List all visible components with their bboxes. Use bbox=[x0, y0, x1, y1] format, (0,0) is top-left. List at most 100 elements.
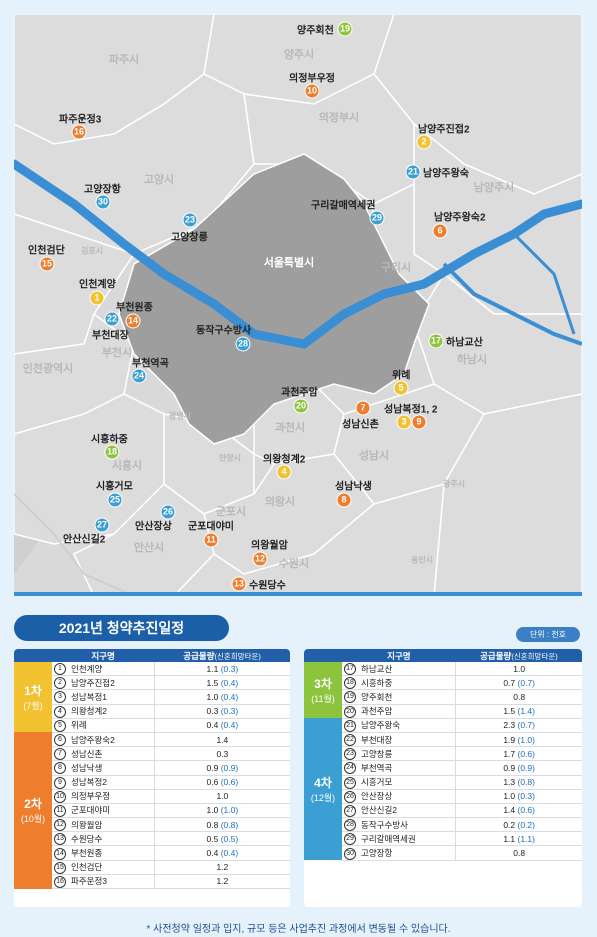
supply-value: 0.7 (0.7) bbox=[455, 675, 582, 691]
site-marker: 20 bbox=[293, 398, 309, 414]
supply-value: 0.2 (0.2) bbox=[455, 817, 582, 833]
table-row: 2차 (10월) 6 남양주왕숙2 1.4 bbox=[14, 732, 290, 889]
supply-value: 0.6 (0.6) bbox=[153, 775, 290, 790]
supply-newlywed: (0.6) bbox=[218, 777, 239, 788]
site-number: 13 bbox=[52, 831, 68, 847]
phase-month: (10월) bbox=[20, 814, 46, 825]
supply-header: 공급물량(신혼희망타운) bbox=[154, 649, 290, 662]
site-label: 고양창릉 bbox=[171, 232, 208, 244]
site-number: 17 bbox=[342, 662, 358, 677]
supply-newlywed: (0.9) bbox=[515, 762, 535, 773]
site-number: 19 bbox=[342, 689, 358, 705]
city-label: 의정부시 bbox=[318, 112, 360, 124]
site-marker: 19 bbox=[337, 21, 353, 37]
site-marker: 18 bbox=[104, 444, 120, 460]
site-marker: 8 bbox=[336, 492, 352, 508]
table-row: 14 부천원종 0.4 (0.4) bbox=[14, 845, 290, 861]
site-label: 인천검단 bbox=[28, 245, 65, 257]
site-label: 파주운정3 bbox=[59, 114, 102, 126]
district-name: 의왕월암 bbox=[68, 817, 155, 833]
supply-total: 0.9 bbox=[206, 762, 219, 773]
district-name: 과천주암 bbox=[358, 704, 456, 719]
district-name: 성남복정2 bbox=[68, 775, 155, 790]
supply-total: 0.8 bbox=[513, 848, 526, 859]
regional-map bbox=[14, 14, 582, 596]
supply-newlywed: (0.9) bbox=[218, 762, 239, 773]
site-number-badge: 15 bbox=[54, 861, 66, 874]
site-label: 동작구수방사 bbox=[196, 325, 252, 337]
supply-header-label: 공급물량 bbox=[183, 650, 215, 661]
supply-value: 0.3 (0.3) bbox=[153, 704, 290, 719]
supply-total: 1.4 bbox=[503, 805, 516, 816]
supply-total: 1.0 bbox=[503, 791, 516, 802]
phase-label: 3차 bbox=[314, 677, 332, 692]
site-number: 4 bbox=[52, 704, 68, 719]
district-header: 지구명 bbox=[52, 649, 155, 662]
site-number: 28 bbox=[342, 817, 358, 833]
district-name: 성남신촌 bbox=[68, 746, 155, 762]
schedule-table: 지구명 공급물량(신혼희망타운) 1차 (7월) 1 인천계양 1.1 (0.3) 2 남양주진… bbox=[14, 649, 290, 890]
site-number: 12 bbox=[52, 817, 68, 833]
supply-value: 1.3 (0.8) bbox=[455, 775, 582, 790]
site-label: 의왕월암 bbox=[251, 540, 288, 552]
schedule-table: 지구명 공급물량(신혼희망타운) 3차 (11월) 17 하남교산 1.0 18 시흥하중 0.7… bbox=[304, 649, 582, 861]
phase-label: 4차 bbox=[314, 776, 332, 791]
supply-total: 0.3 bbox=[206, 706, 219, 717]
supply-total: 0.6 bbox=[206, 777, 219, 788]
site-label: 남양주진접2 bbox=[418, 124, 470, 136]
site-number: 22 bbox=[342, 732, 358, 748]
site-number: 5 bbox=[52, 718, 68, 733]
site-number: 2 bbox=[52, 675, 68, 691]
phase-cell: 1차 (7월) bbox=[14, 662, 52, 733]
site-label: 인천계양 bbox=[79, 279, 116, 291]
supply-total: 0.8 bbox=[206, 819, 219, 830]
supply-value: 1.1 (1.1) bbox=[455, 831, 582, 847]
district-name: 위례 bbox=[68, 718, 155, 733]
schedule-table-left: 지구명 공급물량(신혼희망타운) 1차 (7월) 1 인천계양 1.1 (0.3) 2 남양주진… bbox=[14, 649, 290, 907]
city-label: 의왕시 bbox=[264, 496, 296, 508]
city-label: 군포시 bbox=[215, 506, 247, 518]
district-name: 의정부우정 bbox=[68, 789, 155, 804]
site-number: 20 bbox=[342, 704, 358, 719]
district-name: 부천역곡 bbox=[358, 760, 456, 776]
site-number-badge: 22 bbox=[344, 734, 356, 747]
site-number-badge: 8 bbox=[54, 762, 66, 775]
district-name: 성남복정1 bbox=[68, 689, 155, 705]
site-marker: 5 bbox=[393, 380, 409, 396]
site-marker: 15 bbox=[39, 256, 55, 272]
supply-total: 0.7 bbox=[503, 677, 516, 688]
district-name: 인천계양 bbox=[68, 662, 155, 677]
table-row: 13 수원당수 0.5 (0.5) bbox=[14, 831, 290, 847]
site-number-badge: 30 bbox=[344, 847, 356, 860]
site-number: 21 bbox=[342, 718, 358, 733]
district-name: 부천대장 bbox=[358, 732, 456, 748]
table-row: 29 구리갈매역세권 1.1 (1.1) bbox=[304, 831, 582, 847]
site-label: 의왕청계2 bbox=[263, 454, 306, 466]
supply-value: 1.5 (0.4) bbox=[153, 675, 290, 691]
table-row: 3 성남복정1 1.0 (0.4) bbox=[14, 689, 290, 705]
phase-month: (11월) bbox=[311, 694, 335, 705]
site-label: 부천대장 bbox=[92, 330, 129, 342]
city-label: 하남시 bbox=[456, 354, 488, 366]
schedule-title: 2021년 청약추진일정 bbox=[14, 615, 229, 641]
table-row: 26 안산장상 1.0 (0.3) bbox=[304, 789, 582, 804]
phase-label: 2차 bbox=[24, 797, 42, 812]
supply-total: 0.9 bbox=[503, 762, 516, 773]
site-marker: 12 bbox=[252, 551, 268, 567]
site-number-badge: 21 bbox=[344, 719, 356, 732]
city-label: 시흥시 bbox=[111, 460, 143, 472]
district-name: 하남교산 bbox=[358, 662, 456, 677]
site-number: 15 bbox=[52, 860, 68, 875]
table-row: 18 시흥하중 0.7 (0.7) bbox=[304, 675, 582, 691]
site-marker: 13 bbox=[231, 576, 247, 592]
site-marker: 16 bbox=[71, 124, 87, 140]
supply-total: 1.9 bbox=[503, 734, 516, 745]
supply-newlywed: (1.1) bbox=[515, 833, 535, 844]
site-number: 16 bbox=[52, 874, 68, 890]
supply-header-sub: (신혼희망타운) bbox=[214, 651, 261, 661]
supply-newlywed: (0.6) bbox=[515, 805, 535, 816]
table-row: 25 시흥거모 1.3 (0.8) bbox=[304, 775, 582, 790]
supply-total: 1.0 bbox=[206, 691, 219, 702]
supply-newlywed: (0.4) bbox=[218, 691, 239, 702]
supply-newlywed: (0.7) bbox=[515, 720, 535, 731]
